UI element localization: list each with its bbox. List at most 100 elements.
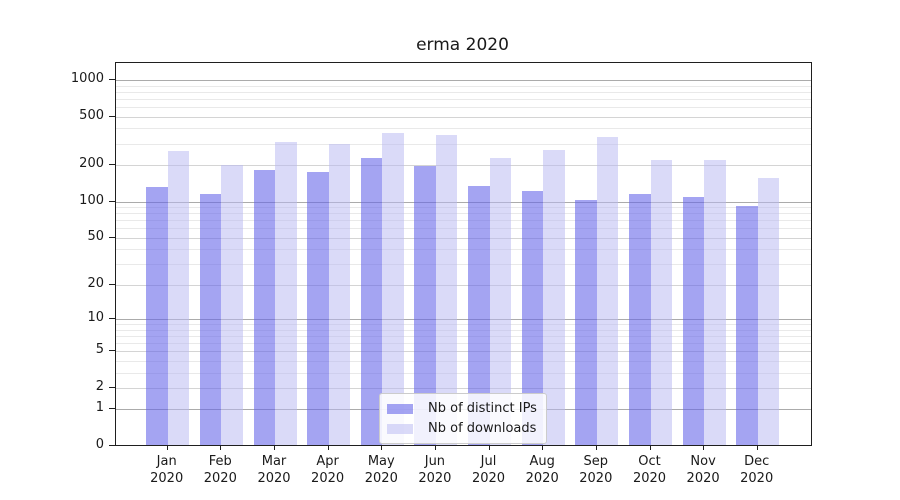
bar-distinct-ips-0 — [146, 186, 168, 445]
gridline-3 — [116, 372, 811, 374]
bar-distinct-ips-10 — [682, 197, 705, 445]
x-tick-mark — [756, 445, 758, 450]
gridline-400 — [116, 128, 811, 130]
x-tick-label-line: Apr — [316, 454, 339, 469]
x-tick-mark — [166, 445, 168, 450]
gridline-6 — [116, 342, 811, 344]
bar-distinct-ips-6 — [468, 185, 490, 445]
gridline-200 — [116, 165, 811, 166]
y-tick-mark — [109, 78, 115, 80]
y-tick-label-5: 5 — [95, 342, 104, 358]
x-tick-mark — [327, 445, 329, 450]
bar-distinct-ips-5 — [414, 165, 436, 445]
bar-downloads-2 — [275, 141, 297, 445]
x-tick-label-line: 2020 — [686, 471, 720, 486]
bar-downloads-9 — [650, 160, 672, 445]
bar-distinct-ips-1 — [199, 193, 222, 445]
x-tick-label-line: 2020 — [525, 471, 559, 486]
gridline-90 — [116, 207, 811, 208]
x-tick-label-line: 2020 — [632, 471, 667, 486]
gridline-60 — [116, 228, 811, 230]
gridline-5 — [116, 351, 811, 353]
x-tick-label-apr: Apr 2020 — [296, 453, 360, 487]
y-tick-label-100: 100 — [79, 192, 104, 208]
bar-downloads-5 — [435, 134, 458, 445]
bar-downloads-8 — [596, 137, 619, 445]
x-tick-mark — [220, 445, 222, 450]
x-tick-mark — [542, 445, 544, 450]
y-tick-label-200: 200 — [79, 156, 104, 171]
gridline-4 — [116, 360, 811, 362]
x-tick-label-line: Oct — [638, 454, 661, 469]
bar-downloads-1 — [221, 164, 243, 445]
x-tick-label-mar: Mar 2020 — [242, 453, 306, 487]
gridline-100 — [116, 201, 811, 203]
gridline-30 — [116, 264, 811, 266]
legend-swatch-downloads — [387, 423, 413, 434]
bar-distinct-ips-11 — [736, 206, 758, 445]
bar-downloads-4 — [382, 132, 404, 445]
y-tick-label-2: 2 — [95, 378, 104, 394]
y-tick-label-20: 20 — [87, 275, 104, 291]
legend-row-distinct-ips: Nb of distinct IPs — [387, 399, 537, 418]
gridline-300 — [116, 143, 811, 145]
gridline-10 — [116, 319, 811, 320]
y-tick-mark — [109, 200, 115, 202]
x-tick-label-oct: Oct 2020 — [618, 453, 682, 487]
bar-downloads-0 — [167, 150, 190, 445]
y-tick-label-50: 50 — [87, 228, 104, 244]
x-tick-label-line: Sep — [583, 454, 609, 469]
x-tick-label-line: Jun — [424, 454, 446, 469]
bar-downloads-11 — [757, 178, 780, 445]
x-tick-label-line: 2020 — [150, 471, 184, 486]
gridline-900 — [116, 85, 811, 87]
plot-area: Nb of distinct IPs Nb of downloads — [115, 62, 812, 446]
y-tick-label-0: 0 — [95, 437, 104, 452]
x-tick-label-aug: Aug 2020 — [510, 453, 574, 487]
bar-distinct-ips-7 — [521, 191, 544, 445]
y-tick-label-1000: 1000 — [70, 70, 104, 86]
x-tick-mark — [595, 445, 597, 450]
x-tick-label-line: Dec — [744, 454, 770, 469]
bar-distinct-ips-2 — [253, 170, 275, 445]
x-tick-label-jun: Jun 2020 — [403, 453, 467, 487]
gridline-50 — [116, 237, 811, 239]
y-tick-mark — [109, 164, 115, 165]
bar-distinct-ips-3 — [307, 171, 329, 445]
x-tick-mark — [274, 445, 275, 450]
gridline-800 — [116, 91, 811, 93]
y-tick-label-1: 1 — [95, 400, 104, 416]
gridline-500 — [116, 116, 811, 118]
gridline-600 — [116, 107, 811, 108]
x-tick-label-dec: Dec 2020 — [725, 453, 789, 487]
legend: Nb of distinct IPs Nb of downloads — [379, 393, 547, 444]
x-tick-label-sep: Sep 2020 — [564, 453, 628, 487]
x-tick-mark — [488, 445, 490, 450]
bar-downloads-6 — [489, 158, 511, 445]
y-tick-label-10: 10 — [87, 310, 104, 325]
x-tick-label-line: 2020 — [311, 471, 345, 486]
y-tick-mark — [109, 386, 115, 388]
x-tick-label-may: May 2020 — [349, 453, 413, 487]
y-tick-mark — [109, 350, 115, 352]
x-tick-label-line: Jan — [156, 454, 177, 469]
bar-distinct-ips-9 — [629, 194, 651, 445]
x-tick-label-line: Mar — [261, 454, 287, 469]
gridline-8 — [116, 329, 811, 331]
bar-distinct-ips-4 — [360, 157, 383, 445]
gridline-70 — [116, 220, 811, 222]
x-tick-label-line: 2020 — [203, 471, 237, 486]
x-tick-label-jan: Jan 2020 — [135, 453, 199, 487]
x-tick-label-jul: Jul 2020 — [457, 453, 521, 487]
bar-downloads-7 — [543, 150, 565, 445]
gridline-80 — [116, 213, 811, 215]
legend-row-downloads: Nb of downloads — [387, 419, 537, 438]
x-tick-label-line: Nov — [690, 454, 716, 469]
x-tick-label-line: Feb — [208, 454, 232, 469]
y-tick-mark — [109, 445, 115, 446]
x-tick-label-line: Jul — [480, 454, 497, 469]
y-tick-mark — [109, 236, 115, 238]
x-tick-label-line: 2020 — [257, 471, 291, 486]
legend-label: Nb of distinct IPs — [428, 401, 537, 416]
